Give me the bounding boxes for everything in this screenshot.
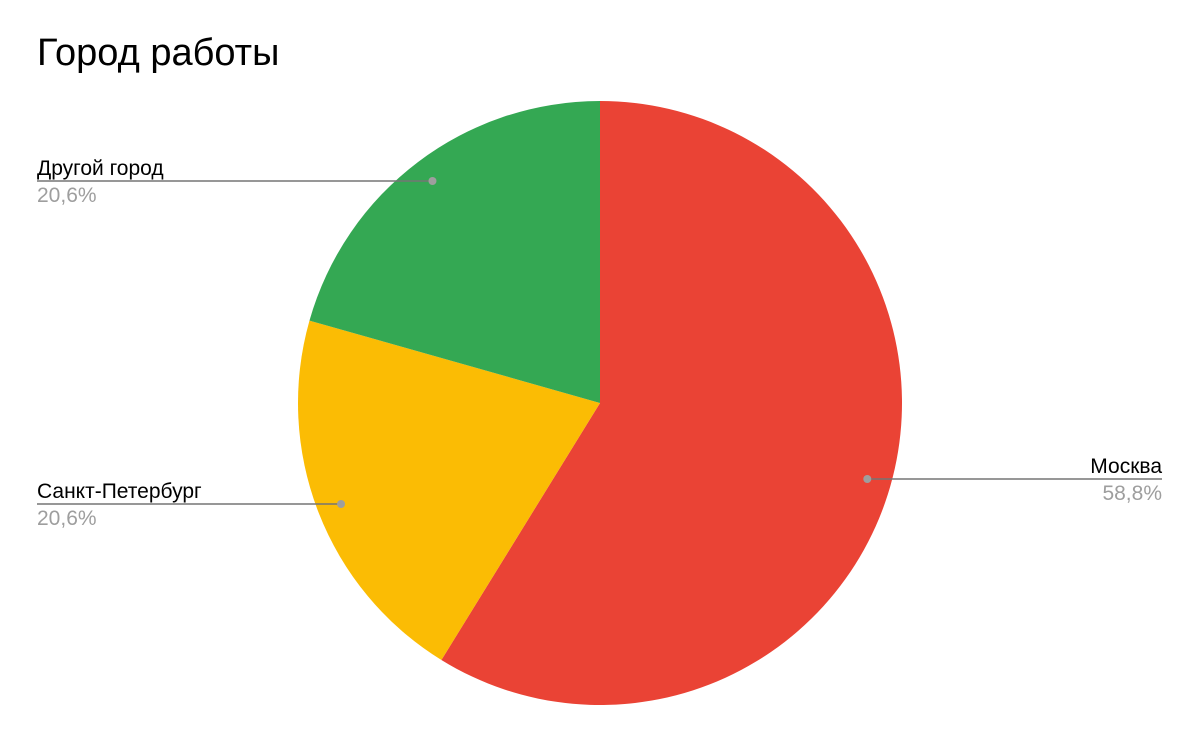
chart-title: Город работы	[37, 32, 280, 74]
leader-dot-moscow	[863, 475, 872, 483]
pie-slice-other	[309, 101, 600, 403]
pie-slice-spb	[298, 320, 600, 661]
slice-percent-other: 20,6%	[37, 184, 97, 207]
pie-slice-moscow	[441, 101, 903, 705]
slice-percent-moscow: 58,8%	[1102, 482, 1162, 505]
slice-label-moscow: Москва	[1090, 455, 1162, 478]
leader-dot-other	[428, 177, 437, 185]
slice-label-other: Другой город	[37, 157, 164, 180]
slice-percent-spb: 20,6%	[37, 507, 97, 530]
leader-dot-spb	[337, 500, 346, 508]
slice-label-spb: Санкт-Петербург	[37, 480, 202, 503]
